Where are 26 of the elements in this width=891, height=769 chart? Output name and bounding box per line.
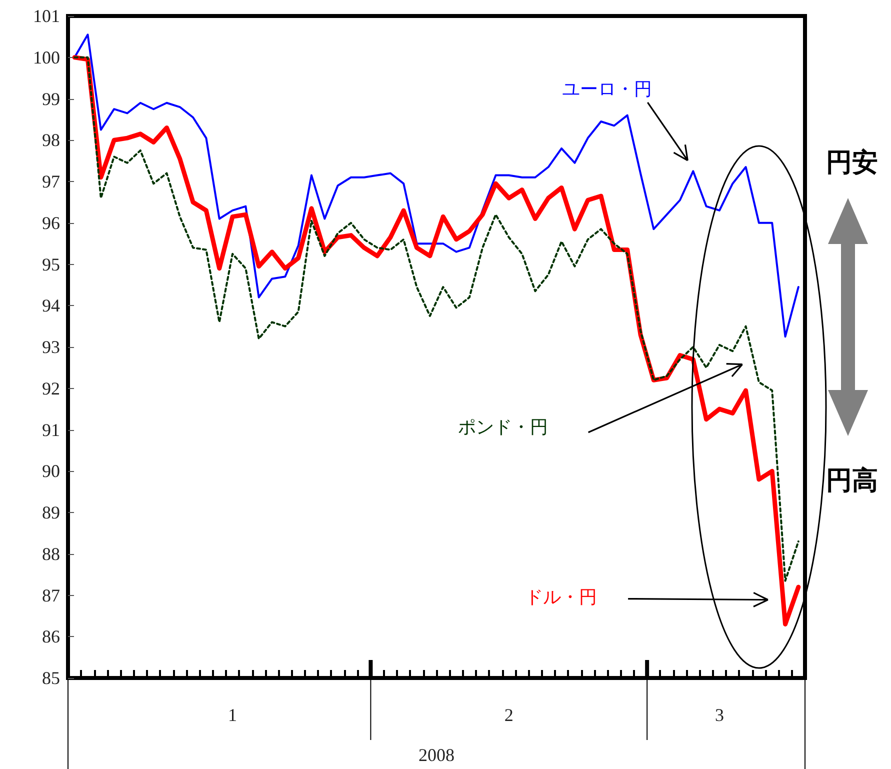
y-tick-label: 101 [33,6,60,26]
x-tick-label: 3 [714,705,724,725]
text: 円高 [826,466,878,496]
x-tick-label: 1 [228,705,238,725]
y-tick-label: 85 [42,668,60,688]
y-tick-label: 100 [33,47,60,68]
y-tick-label: 98 [42,130,60,150]
y-tick-label: 86 [42,626,60,647]
y-tick-label: 89 [42,502,60,522]
y-tick-label: 95 [42,254,60,274]
x-tick-label: 2 [504,705,514,725]
y-tick-label: 90 [42,461,60,482]
x-axis-title: 2008 [418,745,454,765]
y-tick-label: 93 [42,337,60,357]
y-tick-label: 91 [42,420,60,440]
y-tick-label: 97 [42,172,60,192]
text: 円安 [826,148,878,178]
series-label: ユーロ・円 [562,79,652,99]
y-tick-label: 88 [42,544,60,564]
y-tick-label: 92 [42,378,60,398]
y-tick-label: 87 [42,585,60,606]
y-tick-label: 99 [42,88,60,109]
y-tick-label: 96 [42,212,60,233]
y-tick-label: 94 [42,296,60,316]
text: ポンド・円 [458,417,548,437]
text: ドル・円 [525,587,597,607]
